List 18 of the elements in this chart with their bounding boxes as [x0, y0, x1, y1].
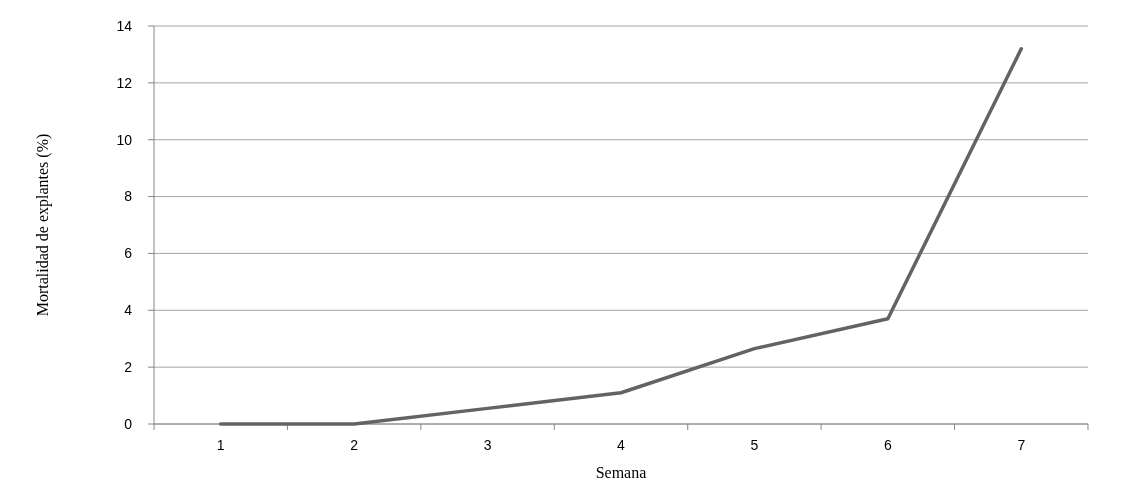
y-tick-label: 6: [124, 245, 133, 262]
x-axis-title: Semana: [595, 464, 647, 481]
x-tick-label: 2: [350, 437, 359, 453]
x-tick-label: 1: [216, 437, 225, 453]
x-tick-label: 5: [750, 437, 759, 453]
y-tick-label: 12: [116, 74, 133, 91]
x-tick-label: 6: [883, 437, 892, 453]
x-tick-label: 7: [1017, 437, 1026, 453]
y-axis-title: Mortalidad de explantes (%): [34, 133, 52, 317]
y-tick-label: 2: [124, 359, 133, 376]
y-tick-label: 0: [124, 415, 133, 432]
y-tick-label: 8: [124, 188, 133, 205]
line-series: [218, 46, 1024, 426]
x-tick-label: 4: [617, 437, 626, 453]
y-tick-label: 4: [124, 302, 133, 319]
x-tick-label: 3: [483, 437, 492, 453]
y-tick-label: 14: [116, 17, 133, 34]
y-tick-label: 10: [116, 131, 133, 148]
